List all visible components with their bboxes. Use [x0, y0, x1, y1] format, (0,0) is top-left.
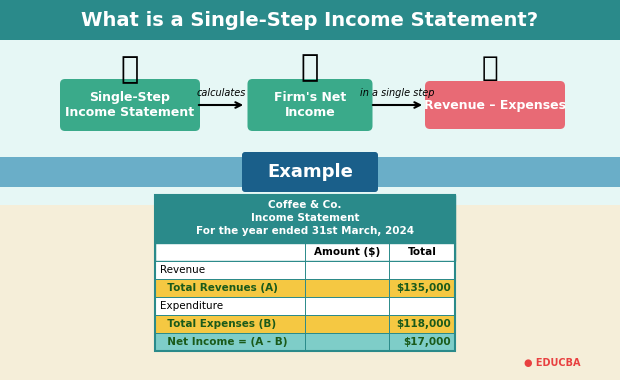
- Text: Example: Example: [267, 163, 353, 181]
- FancyBboxPatch shape: [155, 279, 455, 297]
- Text: 📈: 📈: [482, 54, 498, 82]
- Text: Total: Total: [407, 247, 436, 257]
- Text: Revenue – Expenses: Revenue – Expenses: [424, 98, 566, 111]
- Text: Total Revenues (A): Total Revenues (A): [160, 283, 278, 293]
- FancyBboxPatch shape: [0, 157, 620, 187]
- FancyBboxPatch shape: [0, 40, 620, 205]
- FancyBboxPatch shape: [60, 79, 200, 131]
- Text: 🖩: 🖩: [121, 55, 139, 84]
- FancyBboxPatch shape: [425, 81, 565, 129]
- FancyBboxPatch shape: [242, 152, 378, 192]
- Text: 💰: 💰: [301, 54, 319, 82]
- Text: Total Expenses (B): Total Expenses (B): [160, 319, 276, 329]
- FancyBboxPatch shape: [247, 79, 373, 131]
- Text: Single-Step
Income Statement: Single-Step Income Statement: [66, 91, 195, 119]
- FancyBboxPatch shape: [155, 297, 455, 315]
- Text: $17,000: $17,000: [404, 337, 451, 347]
- Text: calculates: calculates: [197, 88, 246, 98]
- Text: Income Statement: Income Statement: [250, 213, 359, 223]
- Text: Amount ($): Amount ($): [314, 247, 380, 257]
- FancyBboxPatch shape: [155, 243, 455, 261]
- Text: Firm's Net
Income: Firm's Net Income: [274, 91, 346, 119]
- Text: in a single step: in a single step: [360, 88, 435, 98]
- Text: ● EDUCBA: ● EDUCBA: [523, 358, 580, 368]
- Text: $118,000: $118,000: [396, 319, 451, 329]
- FancyBboxPatch shape: [155, 261, 455, 279]
- Text: $135,000: $135,000: [396, 283, 451, 293]
- FancyBboxPatch shape: [155, 195, 455, 243]
- FancyBboxPatch shape: [155, 315, 455, 333]
- Text: Net Income = (A - B): Net Income = (A - B): [160, 337, 288, 347]
- Text: Revenue: Revenue: [160, 265, 205, 275]
- Text: What is a Single-Step Income Statement?: What is a Single-Step Income Statement?: [81, 11, 539, 30]
- Text: Coffee & Co.: Coffee & Co.: [268, 200, 342, 210]
- Text: For the year ended 31st March, 2024: For the year ended 31st March, 2024: [196, 226, 414, 236]
- FancyBboxPatch shape: [0, 0, 620, 40]
- Text: Expenditure: Expenditure: [160, 301, 223, 311]
- FancyBboxPatch shape: [155, 333, 455, 351]
- FancyBboxPatch shape: [0, 205, 620, 380]
